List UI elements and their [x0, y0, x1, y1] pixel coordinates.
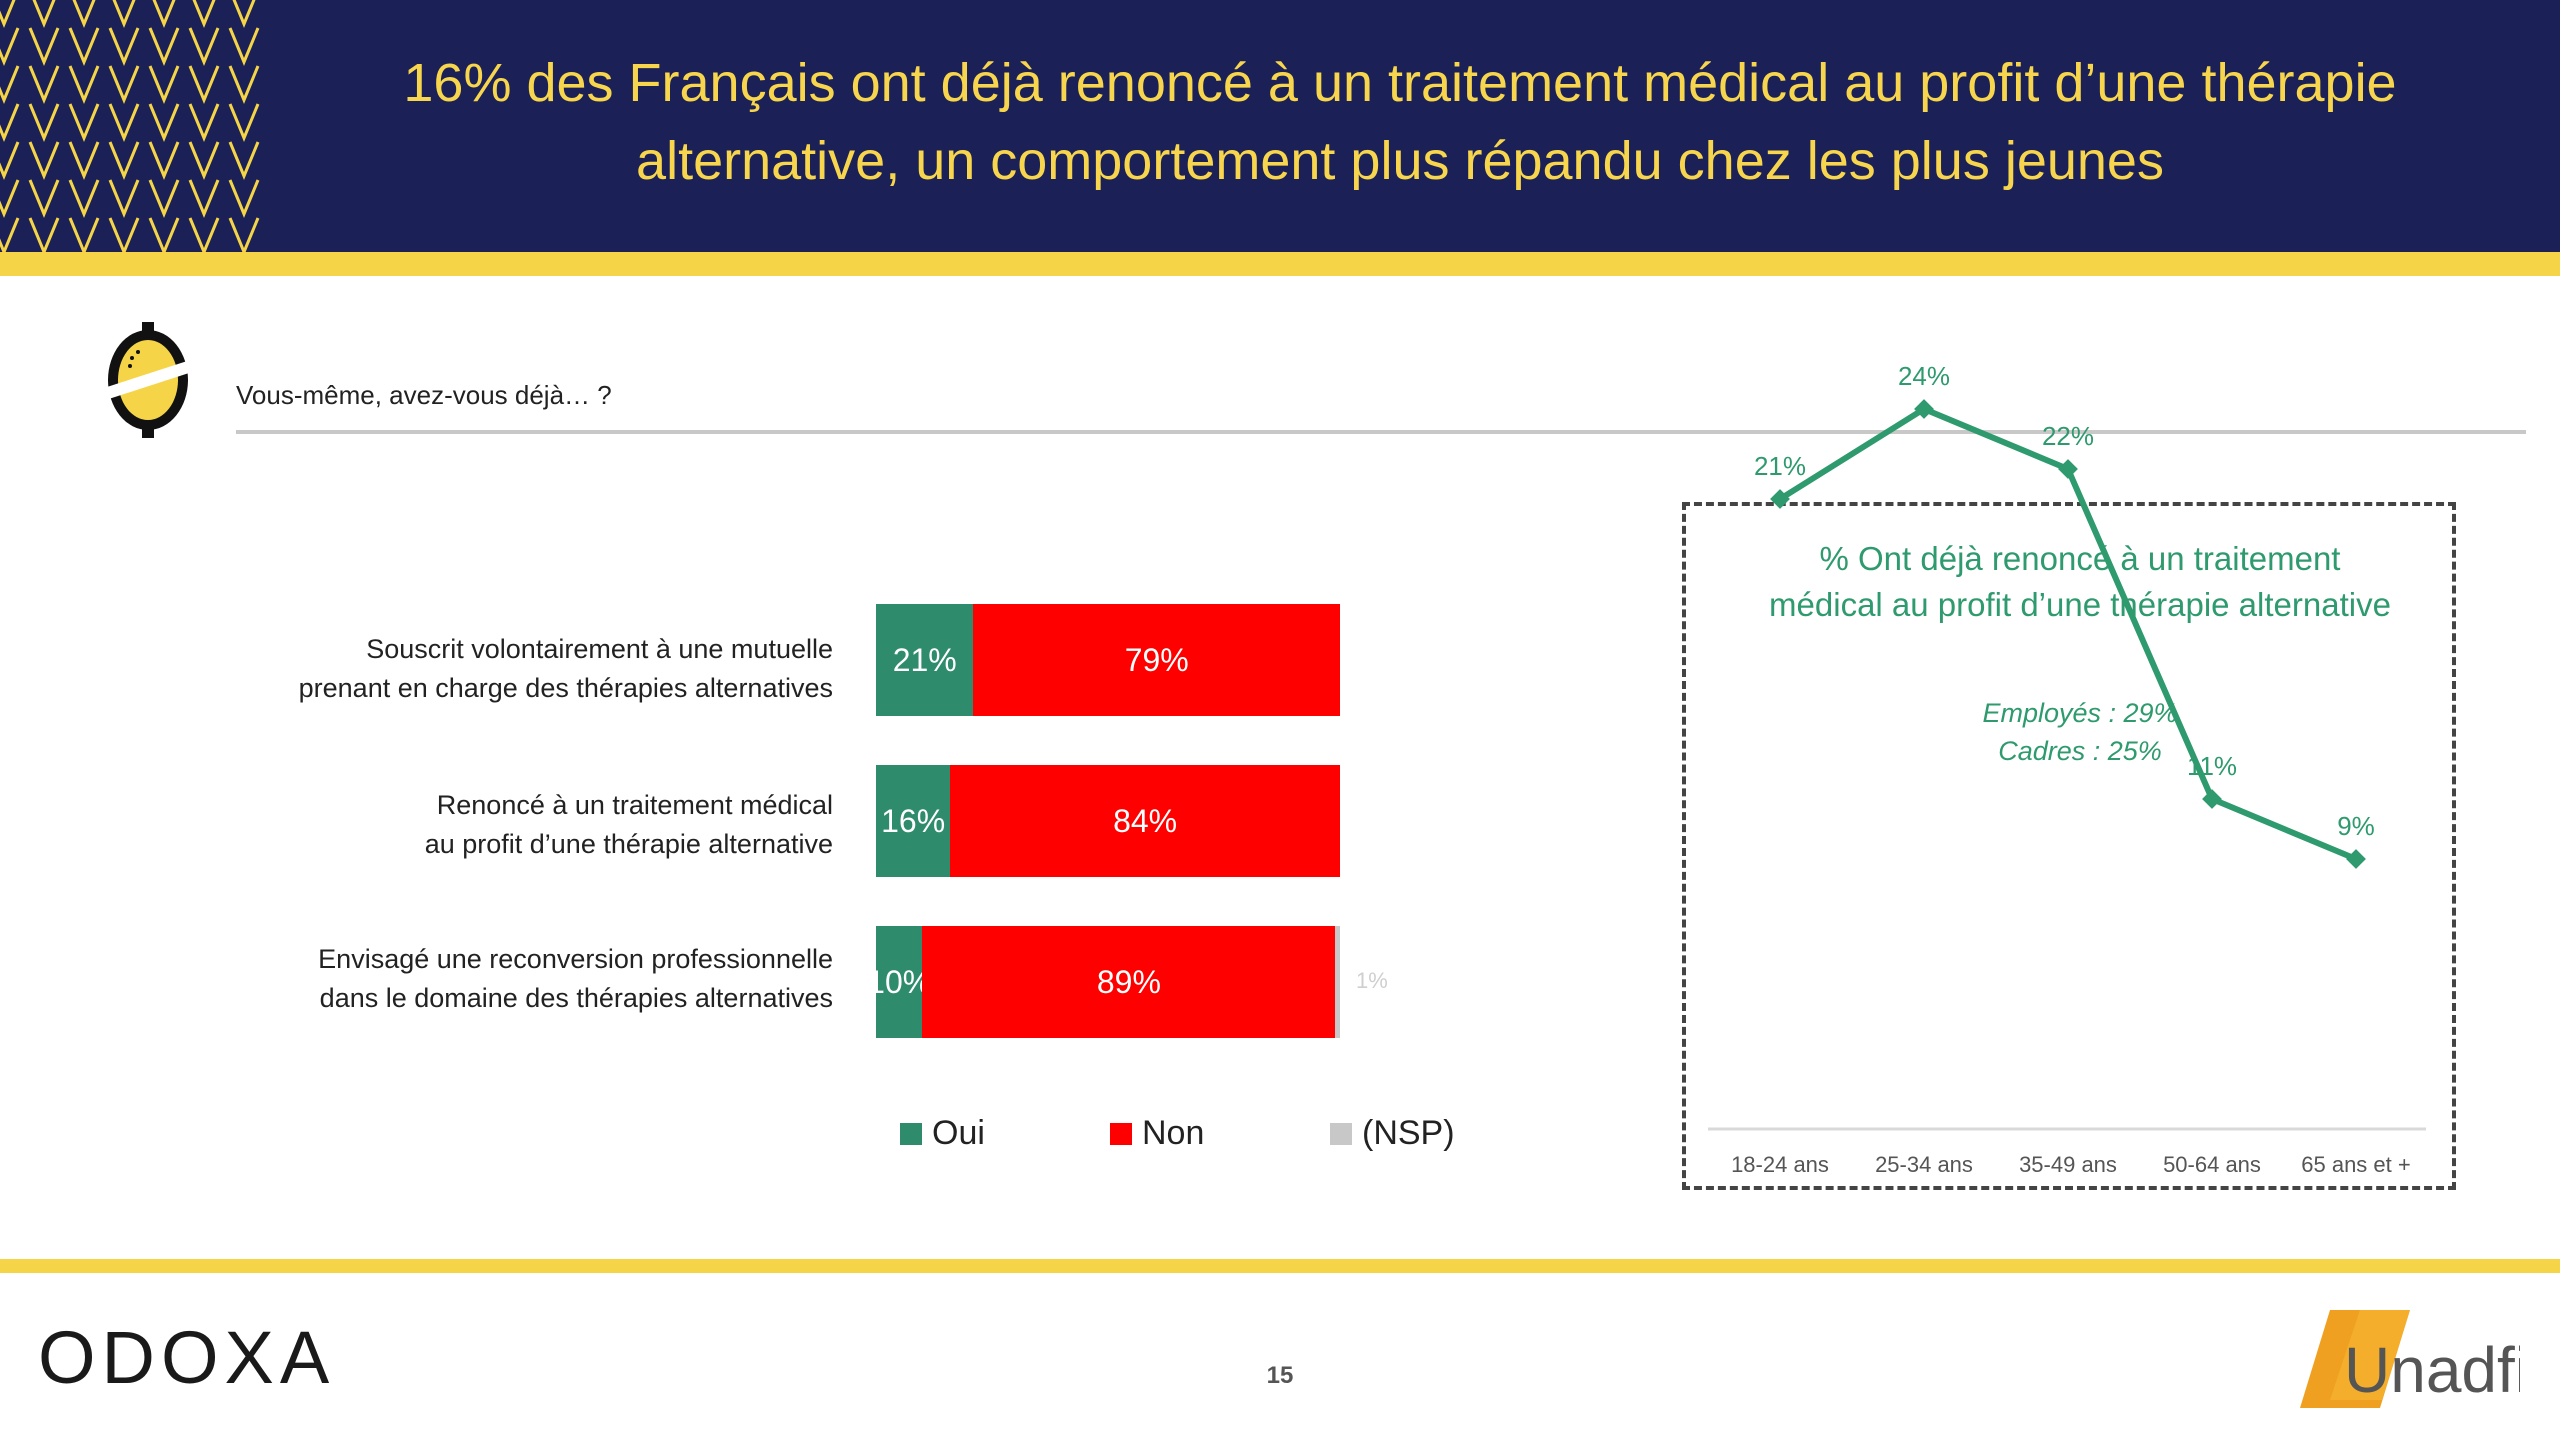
- odoxa-lemon-icon: [104, 322, 192, 438]
- bar-category-label-line: Envisagé une reconversion professionnell…: [318, 944, 833, 974]
- bar-category-label-line: Renoncé à un traitement médical: [436, 790, 833, 820]
- data-point: [2058, 459, 2078, 479]
- legend-label: Non: [1142, 1114, 1205, 1152]
- bar-category-label: Souscrit volontairement à une mutuelle p…: [133, 630, 833, 708]
- bar-category-label-line: dans le domaine des thérapies alternativ…: [319, 983, 833, 1013]
- bar-value-label: 89%: [1096, 963, 1161, 1000]
- page-number: 15: [1266, 1362, 1294, 1389]
- data-label: 21%: [1754, 451, 1806, 481]
- title-line-1: 16% des Français ont déjà renoncé à un t…: [403, 53, 2397, 113]
- stacked-bar: 16% 84%: [876, 765, 1340, 877]
- legend-label: Oui: [932, 1114, 985, 1152]
- odoxa-logo: ODOXA: [38, 1315, 335, 1400]
- bar-segment-non: 89%: [922, 926, 1336, 1038]
- bar-value-label: 21%: [892, 641, 957, 678]
- chevron-pattern-icon: [0, 0, 260, 252]
- bar-segment-oui: 16%: [876, 765, 951, 877]
- data-label: 24%: [1898, 361, 1950, 391]
- annotation-line: Cadres : 25%: [1998, 736, 2162, 766]
- divider: [236, 430, 2526, 434]
- unadfi-logo: Unadfi: [2300, 1310, 2520, 1408]
- bar-segment-oui: 21%: [876, 604, 974, 716]
- legend-label: (NSP): [1362, 1114, 1455, 1152]
- legend-item-nsp: (NSP): [1330, 1114, 1455, 1153]
- bar-value-label: 84%: [1113, 802, 1178, 839]
- bar-segment-non: 79%: [973, 604, 1340, 716]
- inset-chart-title: % Ont déjà renoncé à un traitement médic…: [1700, 536, 2460, 628]
- bar-segment-non: 84%: [950, 765, 1340, 877]
- footer-stripe: [0, 1259, 2560, 1273]
- bar-value-label-nsp: 1%: [1356, 968, 1388, 993]
- bar-segment-nsp: [1335, 926, 1340, 1038]
- annotation-line: Employés : 29%: [1982, 698, 2178, 728]
- page-title: 16% des Français ont déjà renoncé à un t…: [280, 44, 2520, 200]
- survey-question: Vous-même, avez-vous déjà… ?: [236, 380, 612, 410]
- legend-item-oui: Oui: [900, 1114, 985, 1153]
- inset-title-line: % Ont déjà renoncé à un traitement: [1819, 540, 2341, 577]
- legend-swatch: [1110, 1122, 1132, 1145]
- inset-annotation: Employés : 29% Cadres : 25%: [1880, 694, 2280, 770]
- bar-category-label: Envisagé une reconversion professionnell…: [133, 940, 833, 1018]
- header-banner: [0, 0, 2560, 252]
- data-point: [1914, 399, 1934, 419]
- bar-category-label-line: au profit d’une thérapie alternative: [424, 829, 833, 859]
- unadfi-logo-text: Unadfi: [2344, 1334, 2520, 1406]
- stacked-bar: 10% 89%: [867, 926, 1340, 1038]
- data-label: 22%: [2042, 421, 2094, 451]
- bar-value-label: 16%: [881, 802, 946, 839]
- bar-segment-oui: 10%: [867, 926, 931, 1038]
- title-line-2: alternative, un comportement plus répand…: [636, 131, 2164, 191]
- bar-value-label: 79%: [1124, 641, 1189, 678]
- bar-category-label-line: Souscrit volontairement à une mutuelle: [366, 634, 833, 664]
- odoxa-logo-text: ODOXA: [38, 1316, 336, 1399]
- header-stripe: [0, 252, 2560, 276]
- legend-swatch: [900, 1122, 922, 1145]
- bar-category-label-line: prenant en charge des thérapies alternat…: [298, 673, 833, 703]
- inset-title-line: médical au profit d’une thérapie alterna…: [1769, 586, 2391, 623]
- legend-swatch: [1330, 1122, 1352, 1145]
- bar-category-label: Renoncé à un traitement médical au profi…: [133, 786, 833, 864]
- bar-value-label: 10%: [867, 963, 932, 1000]
- stacked-bar: 21% 79%: [876, 604, 1340, 716]
- legend-item-non: Non: [1110, 1114, 1204, 1153]
